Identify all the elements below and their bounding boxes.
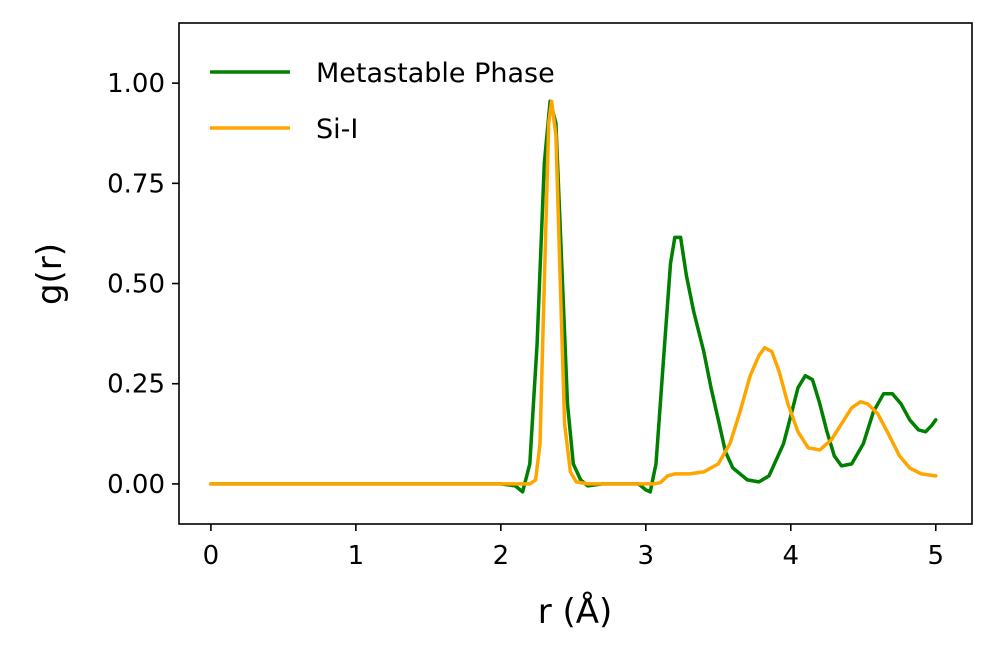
x-tick-label: 4 [783,541,800,571]
x-tick-label: 2 [493,541,510,571]
y-tick-label: 0.50 [107,270,165,300]
legend-label: Si-I [316,114,358,145]
x-tick-label: 3 [638,541,655,571]
x-tick-label: 5 [927,541,944,571]
y-tick-label: 1.00 [107,69,165,99]
plot-frame [178,22,973,525]
ticks-layer: 0 1 2 3 4 5 0.00 0.25 0.50 0.75 1.00 [107,69,944,571]
y-tick-label: 0.75 [107,169,165,199]
series-line-si-i [209,99,938,486]
series-layer [209,99,938,494]
y-axis-title: g(r) [30,243,70,305]
x-tick-label: 1 [348,541,365,571]
y-tick-label: 0.25 [107,370,165,400]
series-line-metastable-phase [209,99,938,494]
x-axis-title: r (Å) [538,591,613,632]
y-tick-label: 0.00 [107,470,165,500]
legend: Metastable Phase Si-I [210,58,555,145]
plot-area [178,22,973,525]
legend-label: Metastable Phase [316,58,555,89]
x-tick-label: 0 [203,541,220,571]
